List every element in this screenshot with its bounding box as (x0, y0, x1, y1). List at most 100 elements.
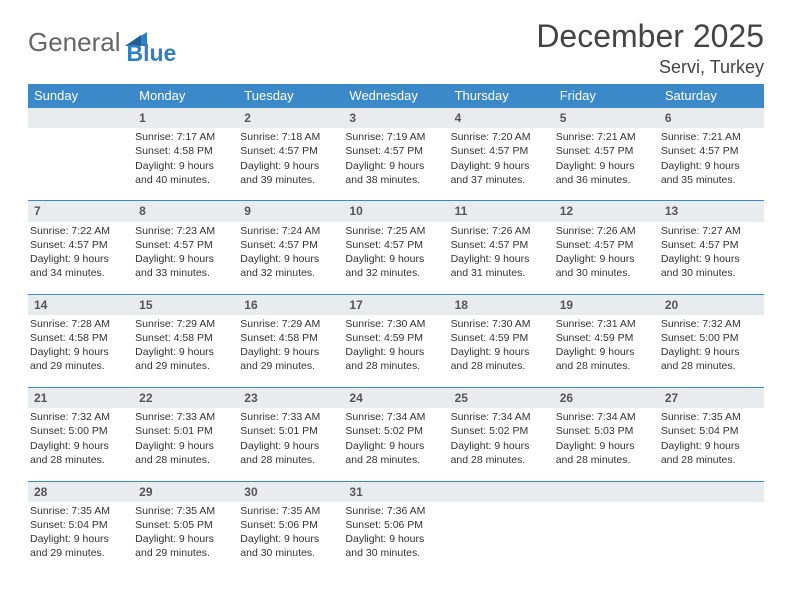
location: Servi, Turkey (536, 57, 764, 78)
day-cell: 13Sunrise: 7:27 AMSunset: 4:57 PMDayligh… (659, 201, 764, 284)
day-cell: 23Sunrise: 7:33 AMSunset: 5:01 PMDayligh… (238, 388, 343, 471)
day-cell: 9Sunrise: 7:24 AMSunset: 4:57 PMDaylight… (238, 201, 343, 284)
sunrise-text: Sunrise: 7:19 AM (345, 130, 444, 144)
day-number: 9 (238, 201, 343, 221)
day-number: 24 (343, 388, 448, 408)
sunrise-text: Sunrise: 7:34 AM (345, 410, 444, 424)
sunset-text: Sunset: 4:57 PM (345, 144, 444, 158)
day-body: Sunrise: 7:31 AMSunset: 4:59 PMDaylight:… (554, 315, 659, 378)
sunset-text: Sunset: 4:57 PM (556, 144, 655, 158)
sunset-text: Sunset: 4:57 PM (661, 238, 760, 252)
sunrise-text: Sunrise: 7:32 AM (30, 410, 129, 424)
day-number: 25 (449, 388, 554, 408)
day-cell: 27Sunrise: 7:35 AMSunset: 5:04 PMDayligh… (659, 388, 764, 471)
daylight-text-1: Daylight: 9 hours (240, 252, 339, 266)
title-block: December 2025 Servi, Turkey (536, 18, 764, 78)
sunrise-text: Sunrise: 7:24 AM (240, 224, 339, 238)
day-number: 22 (133, 388, 238, 408)
daylight-text-1: Daylight: 9 hours (661, 345, 760, 359)
sunrise-text: Sunrise: 7:35 AM (661, 410, 760, 424)
day-cell: 6Sunrise: 7:21 AMSunset: 4:57 PMDaylight… (659, 108, 764, 191)
daylight-text-2: and 35 minutes. (661, 173, 760, 187)
sunrise-text: Sunrise: 7:26 AM (556, 224, 655, 238)
daylight-text-1: Daylight: 9 hours (30, 532, 129, 546)
day-body: Sunrise: 7:34 AMSunset: 5:02 PMDaylight:… (449, 408, 554, 471)
daylight-text-1: Daylight: 9 hours (30, 439, 129, 453)
logo: General Blue (28, 18, 176, 67)
sunset-text: Sunset: 4:58 PM (240, 331, 339, 345)
daylight-text-2: and 29 minutes. (135, 359, 234, 373)
day-number: 7 (28, 201, 133, 221)
daylight-text-1: Daylight: 9 hours (556, 345, 655, 359)
daylight-text-1: Daylight: 9 hours (345, 345, 444, 359)
daylight-text-1: Daylight: 9 hours (135, 532, 234, 546)
day-number: 26 (554, 388, 659, 408)
daylight-text-1: Daylight: 9 hours (135, 159, 234, 173)
day-number: 8 (133, 201, 238, 221)
daylight-text-2: and 28 minutes. (345, 359, 444, 373)
day-number: 19 (554, 295, 659, 315)
daylight-text-2: and 29 minutes. (30, 359, 129, 373)
day-body: Sunrise: 7:33 AMSunset: 5:01 PMDaylight:… (133, 408, 238, 471)
daylight-text-1: Daylight: 9 hours (30, 345, 129, 359)
day-cell: 4Sunrise: 7:20 AMSunset: 4:57 PMDaylight… (449, 108, 554, 191)
day-number: 5 (554, 108, 659, 128)
daylight-text-2: and 28 minutes. (240, 453, 339, 467)
sunrise-text: Sunrise: 7:33 AM (135, 410, 234, 424)
daylight-text-2: and 38 minutes. (345, 173, 444, 187)
day-cell: 18Sunrise: 7:30 AMSunset: 4:59 PMDayligh… (449, 294, 554, 377)
daylight-text-2: and 28 minutes. (661, 453, 760, 467)
day-number: 23 (238, 388, 343, 408)
week-spacer (28, 284, 764, 294)
sunset-text: Sunset: 4:58 PM (135, 144, 234, 158)
day-body: Sunrise: 7:29 AMSunset: 4:58 PMDaylight:… (133, 315, 238, 378)
daylight-text-2: and 28 minutes. (30, 453, 129, 467)
day-cell: 15Sunrise: 7:29 AMSunset: 4:58 PMDayligh… (133, 294, 238, 377)
calendar-table: Sunday Monday Tuesday Wednesday Thursday… (28, 84, 764, 564)
day-number: 2 (238, 108, 343, 128)
day-body: Sunrise: 7:29 AMSunset: 4:58 PMDaylight:… (238, 315, 343, 378)
daylight-text-2: and 37 minutes. (451, 173, 550, 187)
daylight-text-1: Daylight: 9 hours (135, 345, 234, 359)
week-spacer (28, 191, 764, 201)
weekday-header: Tuesday (238, 84, 343, 108)
weekday-header: Monday (133, 84, 238, 108)
sunset-text: Sunset: 5:03 PM (556, 424, 655, 438)
daylight-text-2: and 28 minutes. (556, 359, 655, 373)
sunset-text: Sunset: 4:59 PM (345, 331, 444, 345)
sunset-text: Sunset: 4:59 PM (451, 331, 550, 345)
day-body: Sunrise: 7:34 AMSunset: 5:03 PMDaylight:… (554, 408, 659, 471)
daylight-text-2: and 28 minutes. (661, 359, 760, 373)
daylight-text-1: Daylight: 9 hours (240, 532, 339, 546)
sunrise-text: Sunrise: 7:21 AM (556, 130, 655, 144)
day-body: Sunrise: 7:26 AMSunset: 4:57 PMDaylight:… (554, 222, 659, 285)
sunset-text: Sunset: 4:57 PM (451, 144, 550, 158)
daylight-text-1: Daylight: 9 hours (135, 252, 234, 266)
logo-text-2: Blue (127, 40, 177, 67)
day-body: Sunrise: 7:22 AMSunset: 4:57 PMDaylight:… (28, 222, 133, 285)
day-body: Sunrise: 7:25 AMSunset: 4:57 PMDaylight:… (343, 222, 448, 285)
day-body: Sunrise: 7:34 AMSunset: 5:02 PMDaylight:… (343, 408, 448, 471)
daylight-text-2: and 29 minutes. (135, 546, 234, 560)
day-body: Sunrise: 7:23 AMSunset: 4:57 PMDaylight:… (133, 222, 238, 285)
day-number: 3 (343, 108, 448, 128)
day-cell: 1Sunrise: 7:17 AMSunset: 4:58 PMDaylight… (133, 108, 238, 191)
day-body: Sunrise: 7:32 AMSunset: 5:00 PMDaylight:… (659, 315, 764, 378)
day-number: 13 (659, 201, 764, 221)
daylight-text-1: Daylight: 9 hours (345, 159, 444, 173)
day-cell: 2Sunrise: 7:18 AMSunset: 4:57 PMDaylight… (238, 108, 343, 191)
sunrise-text: Sunrise: 7:31 AM (556, 317, 655, 331)
day-number: 15 (133, 295, 238, 315)
weekday-header: Thursday (449, 84, 554, 108)
sunrise-text: Sunrise: 7:30 AM (345, 317, 444, 331)
daylight-text-1: Daylight: 9 hours (556, 439, 655, 453)
day-number-empty (659, 482, 764, 502)
day-cell: 28Sunrise: 7:35 AMSunset: 5:04 PMDayligh… (28, 481, 133, 564)
day-number: 10 (343, 201, 448, 221)
day-body: Sunrise: 7:35 AMSunset: 5:05 PMDaylight:… (133, 502, 238, 565)
weekday-header: Wednesday (343, 84, 448, 108)
day-body: Sunrise: 7:30 AMSunset: 4:59 PMDaylight:… (449, 315, 554, 378)
sunset-text: Sunset: 4:57 PM (556, 238, 655, 252)
day-body: Sunrise: 7:35 AMSunset: 5:04 PMDaylight:… (659, 408, 764, 471)
daylight-text-1: Daylight: 9 hours (240, 345, 339, 359)
